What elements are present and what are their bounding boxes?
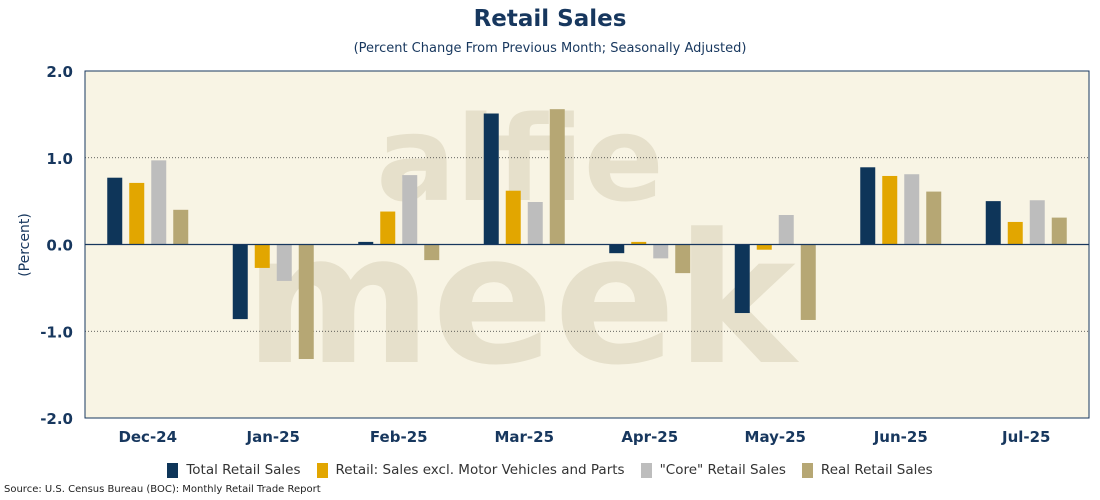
bar-3-may-25 (778, 215, 794, 245)
bar-1-feb-25 (358, 241, 374, 245)
bar-2-dec-24 (129, 182, 145, 245)
bar-4-mar-25 (549, 109, 565, 245)
x-tick-label: Jun-25 (873, 428, 928, 446)
bar-2-feb-25 (380, 211, 396, 245)
bar-4-jun-25 (926, 191, 942, 245)
legend-item-core: "Core" Retail Sales (640, 462, 786, 478)
y-tick-label: -1.0 (40, 323, 73, 341)
x-tick-label: Mar-25 (494, 428, 554, 446)
bar-3-mar-25 (527, 201, 543, 245)
legend-swatch-core (640, 462, 652, 478)
legend-label-core: "Core" Retail Sales (659, 462, 786, 478)
bar-2-jan-25 (254, 244, 270, 268)
y-tick-label: -2.0 (40, 410, 73, 428)
bar-1-mar-25 (483, 113, 499, 245)
bar-2-mar-25 (505, 190, 521, 245)
chart-subtitle: (Percent Change From Previous Month; Sea… (353, 41, 747, 56)
bar-3-jan-25 (276, 244, 292, 281)
bar-4-apr-25 (675, 244, 691, 274)
y-tick-label: 0.0 (46, 237, 73, 255)
x-tick-label: Apr-25 (621, 428, 678, 446)
bar-4-dec-24 (173, 209, 189, 245)
legend-swatch-real (801, 462, 813, 478)
bar-1-jun-25 (860, 167, 876, 245)
bar-1-dec-24 (107, 177, 123, 245)
bar-2-apr-25 (631, 241, 647, 245)
bar-1-apr-25 (609, 244, 625, 254)
bar-3-apr-25 (653, 244, 669, 259)
x-tick-label: May-25 (745, 428, 806, 446)
bar-4-jul-25 (1051, 217, 1067, 245)
plot-frame (84, 70, 1090, 419)
bar-1-jan-25 (232, 244, 248, 320)
y-axis-label: (Percent) (17, 213, 33, 277)
bar-3-dec-24 (151, 160, 167, 245)
x-tick-label: Dec-24 (118, 428, 177, 446)
bar-3-feb-25 (402, 175, 418, 245)
x-tick-label: Jan-25 (246, 428, 300, 446)
legend-item-excl-motor: Retail: Sales excl. Motor Vehicles and P… (316, 462, 625, 478)
legend-label-real: Real Retail Sales (820, 462, 933, 478)
source-note: Source: U.S. Census Bureau (BOC): Monthl… (4, 484, 321, 495)
bar-4-jan-25 (298, 244, 314, 360)
bar-3-jun-25 (904, 174, 920, 245)
bar-4-may-25 (800, 244, 816, 320)
bar-3-jul-25 (1029, 200, 1045, 245)
legend-item-real: Real Retail Sales (801, 462, 933, 478)
bar-1-may-25 (734, 244, 750, 314)
x-tick-label: Jul-25 (1001, 428, 1051, 446)
legend: Total Retail Sales Retail: Sales excl. M… (0, 462, 1100, 478)
legend-label-excl-motor: Retail: Sales excl. Motor Vehicles and P… (335, 462, 625, 478)
bar-2-jun-25 (882, 175, 898, 245)
legend-item-total: Total Retail Sales (167, 462, 301, 478)
legend-swatch-excl-motor (316, 462, 328, 478)
legend-label-total: Total Retail Sales (186, 462, 301, 478)
bar-4-feb-25 (424, 244, 440, 261)
bar-1-jul-25 (985, 201, 1001, 245)
bar-2-may-25 (756, 244, 772, 250)
x-tick-label: Feb-25 (370, 428, 428, 446)
y-tick-label: 1.0 (46, 150, 73, 168)
bar-2-jul-25 (1007, 221, 1023, 245)
chart-title: Retail Sales (473, 6, 627, 32)
watermark-text-bottom: meek (244, 196, 800, 405)
legend-swatch-total (167, 462, 179, 478)
y-tick-label: 2.0 (46, 63, 73, 81)
